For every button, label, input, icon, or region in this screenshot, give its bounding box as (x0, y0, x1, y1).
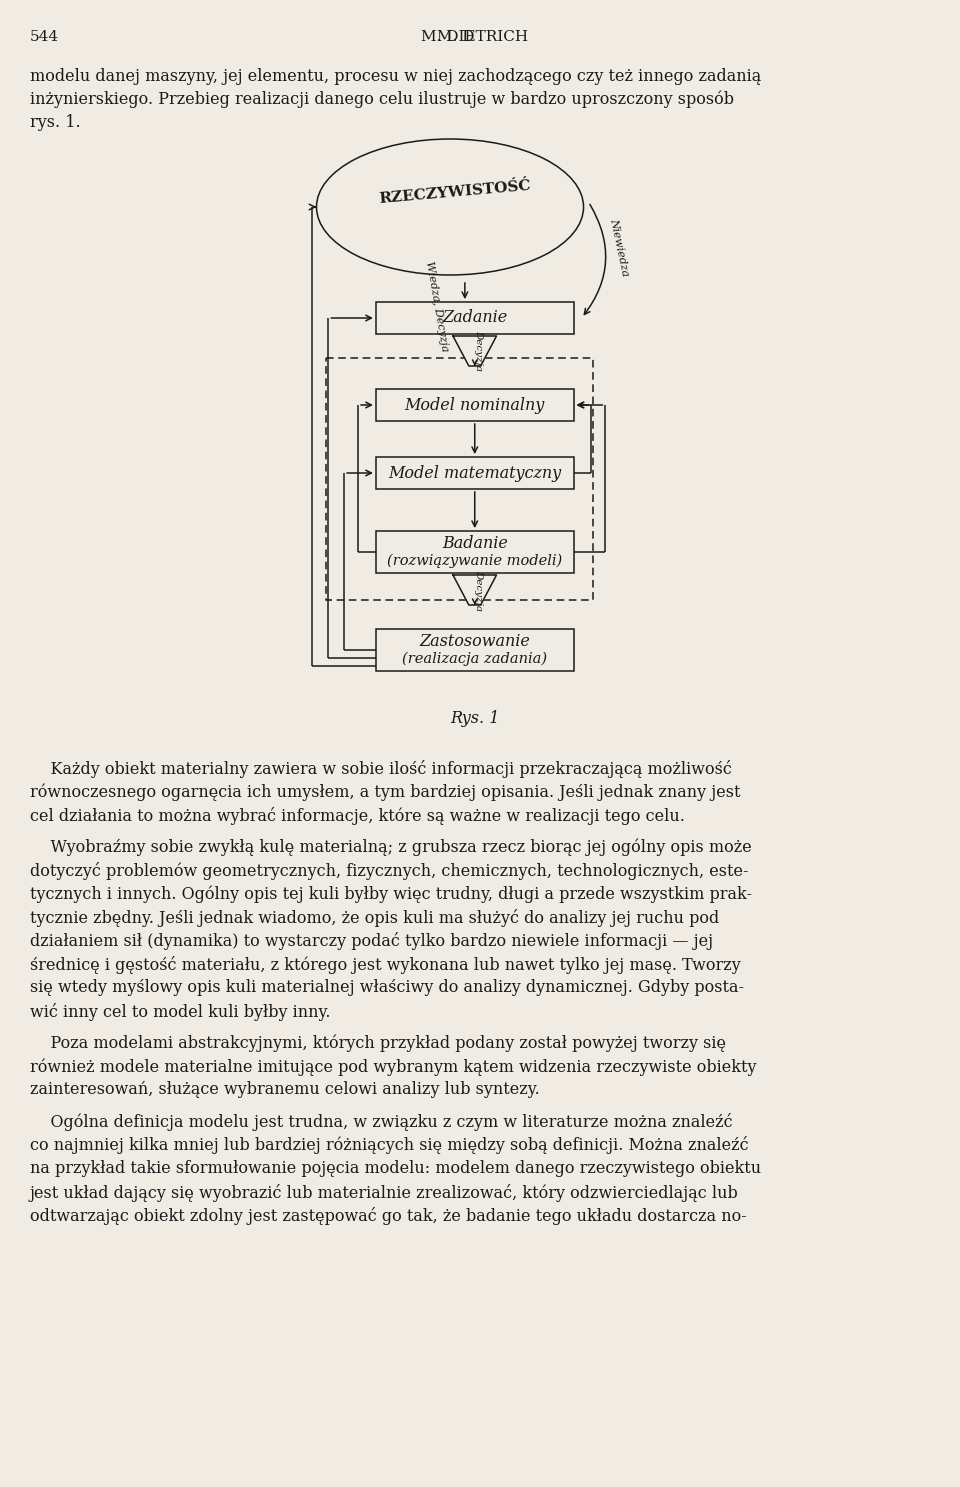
Text: tycznych i innych. Ogólny opis tej kuli byłby więc trudny, długi a przede wszyst: tycznych i innych. Ogólny opis tej kuli … (30, 885, 752, 903)
Text: Ogólna definicja modelu jest trudna, w związku z czym w literaturze można znaleź: Ogólna definicja modelu jest trudna, w z… (30, 1112, 732, 1132)
Ellipse shape (317, 138, 584, 275)
Text: M. D: M. D (437, 30, 475, 45)
Text: wić inny cel to model kuli byłby inny.: wić inny cel to model kuli byłby inny. (30, 1004, 330, 1022)
Polygon shape (453, 336, 496, 366)
Text: Zadanie: Zadanie (443, 309, 508, 327)
FancyBboxPatch shape (376, 531, 574, 572)
Text: na przykład takie sformułowanie pojęcia modelu: modelem danego rzeczywistego obi: na przykład takie sformułowanie pojęcia … (30, 1160, 760, 1178)
Text: 544: 544 (30, 30, 59, 45)
FancyBboxPatch shape (376, 457, 574, 489)
Text: Każdy obiekt materialny zawiera w sobie ilość informacji przekraczającą możliwoś: Każdy obiekt materialny zawiera w sobie … (30, 760, 732, 778)
Text: Model matematyczny: Model matematyczny (388, 464, 562, 482)
Text: Zastosowanie: Zastosowanie (420, 633, 530, 650)
Bar (326, 358, 593, 599)
Text: Decyzja: Decyzja (474, 330, 483, 372)
Text: się wtedy myślowy opis kuli materialnej właściwy do analizy dynamicznej. Gdyby p: się wtedy myślowy opis kuli materialnej … (30, 980, 744, 996)
Text: tycznie zbędny. Jeśli jednak wiadomo, że opis kuli ma służyć do analizy jej ruch: tycznie zbędny. Jeśli jednak wiadomo, że… (30, 909, 719, 926)
Text: odtwarzając obiekt zdolny jest zastępować go tak, że badanie tego układu dostarc: odtwarzając obiekt zdolny jest zastępowa… (30, 1207, 747, 1225)
Text: Niewiedza: Niewiedza (609, 217, 631, 277)
Text: Poza modelami abstrakcyjnymi, których przykład podany został powyżej tworzy się: Poza modelami abstrakcyjnymi, których pr… (30, 1035, 726, 1051)
FancyBboxPatch shape (376, 302, 574, 335)
Text: średnicę i gęstość materiału, z którego jest wykonana lub nawet tylko jej masę. : średnicę i gęstość materiału, z którego … (30, 956, 740, 974)
Text: inżynierskiego. Przebieg realizacji danego celu ilustruje w bardzo uproszczony s: inżynierskiego. Przebieg realizacji dane… (30, 91, 733, 109)
Text: Decyzja: Decyzja (474, 570, 483, 611)
FancyBboxPatch shape (376, 390, 574, 421)
Text: równoczesnego ogarnęcia ich umysłem, a tym bardziej opisania. Jeśli jednak znany: równoczesnego ogarnęcia ich umysłem, a t… (30, 784, 740, 801)
Text: dotyczyć problemów geometrycznych, fizycznych, chemicznych, technologicznych, es: dotyczyć problemów geometrycznych, fizyc… (30, 862, 748, 880)
Text: cel działania to można wybrać informacje, które są ważne w realizacji tego celu.: cel działania to można wybrać informacje… (30, 807, 684, 825)
Text: RZECZYWISTOŚĆ: RZECZYWISTOŚĆ (378, 178, 532, 205)
Text: Wiedza, Decyzja: Wiedza, Decyzja (424, 260, 450, 352)
Polygon shape (453, 575, 496, 605)
Text: działaniem sił (dynamika) to wystarczy podać tylko bardzo niewiele informacji — : działaniem sił (dynamika) to wystarczy p… (30, 932, 712, 950)
Text: Wyobraźmy sobie zwykłą kulę materialną; z grubsza rzecz biorąc jej ogólny opis m: Wyobraźmy sobie zwykłą kulę materialną; … (30, 839, 752, 857)
Text: M. DIETRICH: M. DIETRICH (421, 30, 528, 45)
Text: Model nominalny: Model nominalny (404, 397, 545, 413)
Text: (realizacja zadania): (realizacja zadania) (402, 651, 547, 666)
Text: (rozwiązywanie modeli): (rozwiązywanie modeli) (387, 553, 563, 568)
Text: również modele materialne imitujące pod wybranym kątem widzenia rzeczywiste obie: również modele materialne imitujące pod … (30, 1057, 756, 1075)
Text: rys. 1.: rys. 1. (30, 114, 81, 131)
Text: modelu danej maszyny, jej elementu, procesu w niej zachodzącego czy też innego z: modelu danej maszyny, jej elementu, proc… (30, 68, 761, 85)
Text: zainteresowań, służące wybranemu celowi analizy lub syntezy.: zainteresowań, służące wybranemu celowi … (30, 1081, 540, 1099)
Text: Badanie: Badanie (442, 535, 508, 553)
Text: co najmniej kilka mniej lub bardziej różniących się między sobą definicji. Można: co najmniej kilka mniej lub bardziej róż… (30, 1136, 748, 1154)
Text: Rys. 1: Rys. 1 (450, 709, 499, 727)
FancyBboxPatch shape (376, 629, 574, 671)
Text: jest układ dający się wyobrazić lub materialnie zrealizować, który odzwierciedla: jest układ dający się wyobrazić lub mate… (30, 1184, 738, 1201)
